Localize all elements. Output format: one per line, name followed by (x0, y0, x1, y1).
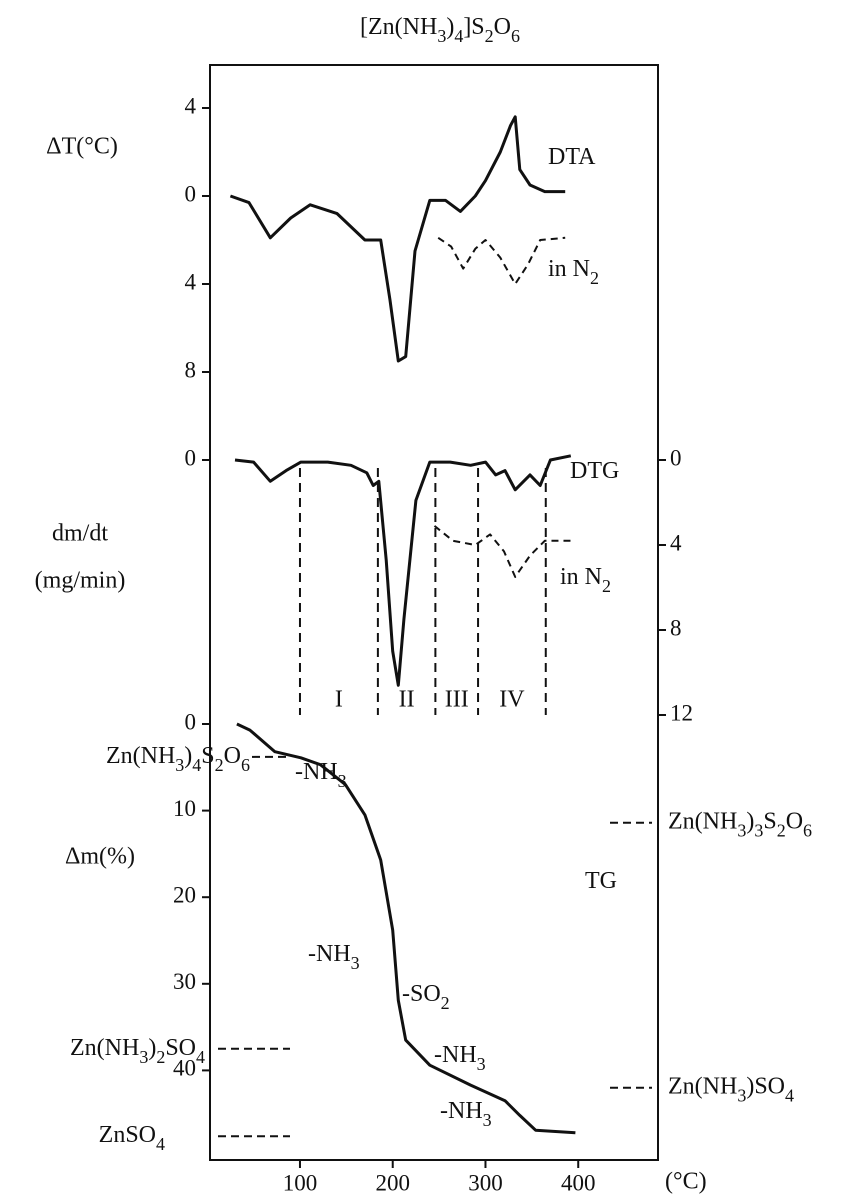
y-tick-label: 12 (670, 700, 693, 725)
annotation: -SO2 (402, 981, 450, 1014)
y-axis-label: Δm(%) (65, 844, 135, 870)
stage-label: IV (499, 687, 525, 713)
y-axis-label: dm/dt (52, 521, 108, 547)
y-axis-label: (mg/min) (35, 568, 126, 594)
y-tick-label: 4 (670, 530, 682, 555)
level-label: Zn(NH3)SO4 (668, 1073, 794, 1106)
x-tick-label: 300 (468, 1170, 503, 1195)
y-tick-label: 4 (185, 269, 197, 294)
y-tick-label: 20 (173, 882, 196, 907)
series-label: TG (585, 868, 617, 894)
y-tick-label: 0 (185, 181, 197, 206)
x-tick-label: 100 (283, 1170, 318, 1195)
data-line (437, 236, 566, 285)
y-tick-label: 8 (670, 615, 682, 640)
data-line (229, 115, 566, 363)
x-tick-label: 400 (561, 1170, 596, 1195)
y-tick-label: 0 (670, 445, 682, 470)
level-label: ZnSO4 (99, 1122, 165, 1155)
series-label: DTG (570, 458, 619, 484)
y-tick-label: 0 (185, 445, 197, 470)
stage-label: I (335, 687, 343, 713)
series-label: in N2 (548, 256, 599, 289)
annotation: -NH3 (440, 1098, 492, 1131)
x-tick-label: 200 (375, 1170, 410, 1195)
level-label: Zn(NH3)3S2O6 (668, 808, 812, 841)
y-tick-label: 8 (185, 357, 197, 382)
plot-frame (209, 64, 659, 1161)
stage-label: II (399, 687, 415, 713)
annotation: -NH3 (308, 941, 360, 974)
stage-label: III (445, 687, 469, 713)
x-axis-label: (°C) (665, 1169, 707, 1195)
y-axis-label: ΔT(°C) (46, 134, 118, 160)
y-tick-label: 40 (173, 1056, 196, 1081)
data-line (433, 525, 571, 578)
y-tick-label: 4 (185, 93, 197, 118)
series-label: in N2 (560, 564, 611, 597)
y-tick-label: 10 (173, 796, 196, 821)
series-label: DTA (548, 144, 596, 170)
data-line (236, 722, 576, 1135)
annotation: -NH3 (434, 1042, 486, 1075)
data-line (234, 454, 572, 687)
y-tick-label: 30 (173, 969, 196, 994)
y-tick-label: 0 (185, 709, 197, 734)
level-label: Zn(NH3)4S2O6 (106, 742, 250, 775)
level-label: Zn(NH3)2SO4 (70, 1034, 205, 1067)
chart-title: [Zn(NH3)4]S2O6 (360, 14, 520, 47)
